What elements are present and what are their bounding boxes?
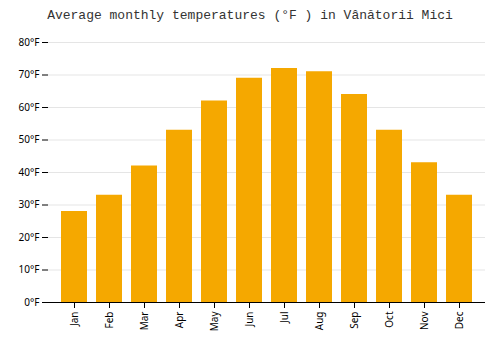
svg-text:Jan: Jan — [67, 312, 81, 328]
svg-text:50°F: 50°F — [19, 132, 40, 146]
svg-text:20°F: 20°F — [19, 230, 40, 244]
svg-text:Feb: Feb — [102, 312, 116, 329]
svg-text:Jul: Jul — [277, 312, 291, 325]
svg-text:Mar: Mar — [137, 312, 151, 331]
svg-text:Aug: Aug — [312, 312, 326, 331]
svg-text:40°F: 40°F — [19, 165, 40, 179]
html-text:Average monthly temperatures (: Average monthly temperatures (°F ) in Vâ… — [47, 8, 453, 23]
svg-text:80°F: 80°F — [19, 35, 40, 49]
svg-text:Nov: Nov — [417, 311, 431, 330]
svg-text:Apr: Apr — [172, 312, 186, 329]
svg-text:10°F: 10°F — [19, 262, 40, 276]
svg-text:May: May — [207, 311, 221, 332]
svg-text:70°F: 70°F — [19, 67, 40, 81]
svg-text:Jun: Jun — [242, 312, 256, 328]
svg-text:60°F: 60°F — [19, 100, 40, 114]
svg-text:Sep: Sep — [347, 312, 361, 329]
svg-text:Dec: Dec — [452, 311, 466, 329]
svg-text:30°F: 30°F — [19, 197, 40, 211]
svg-text:Oct: Oct — [382, 311, 396, 328]
svg-text:0°F: 0°F — [24, 295, 39, 309]
